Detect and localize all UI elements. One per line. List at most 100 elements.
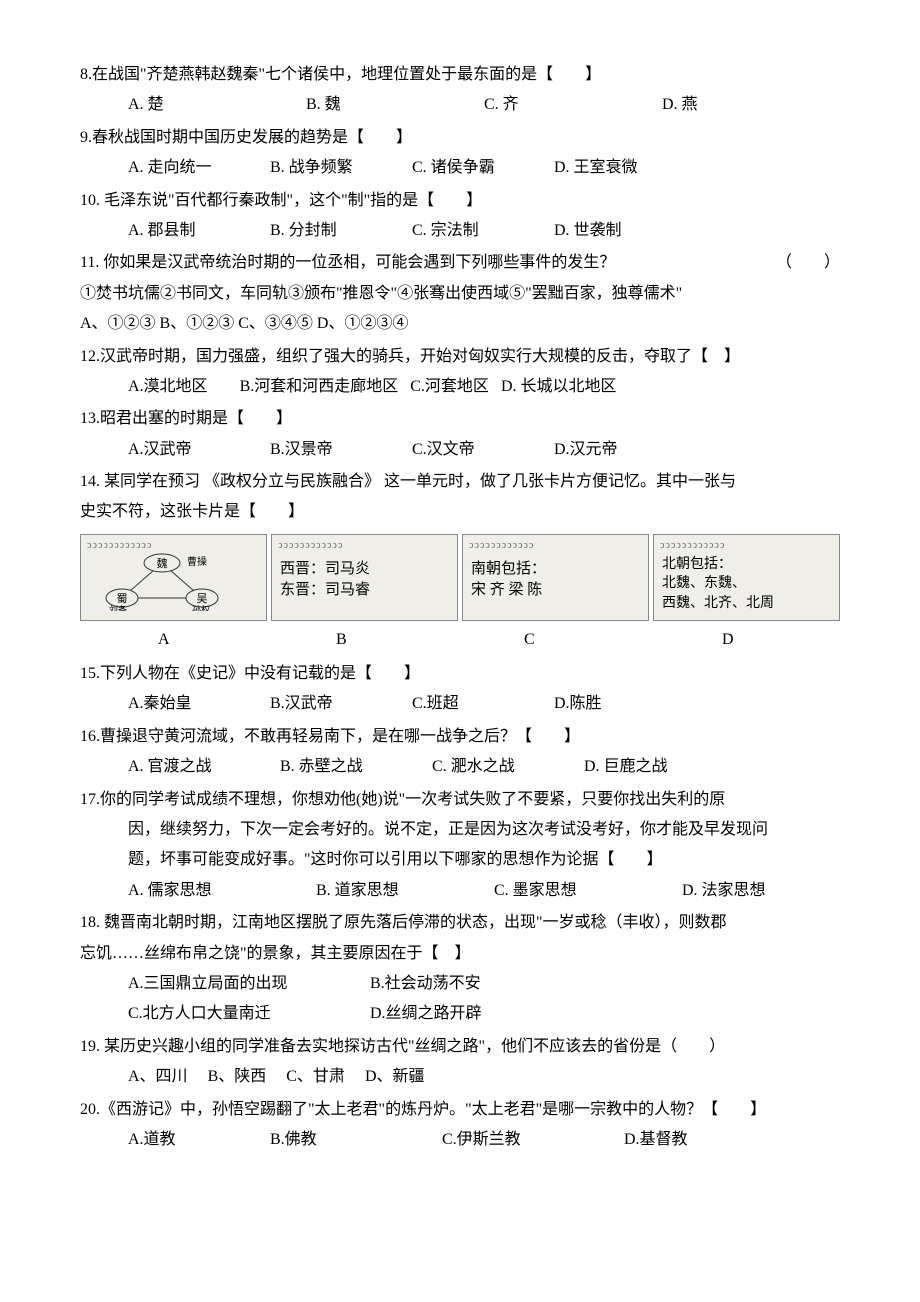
- q13-opt-c: C.汉文帝: [412, 435, 522, 465]
- q10-opt-d: D. 世袭制: [554, 216, 622, 246]
- question-19: 19. 某历史兴趣小组的同学准备去实地探访古代"丝绸之路"，他们不应该去的省份是…: [80, 1032, 840, 1093]
- q10-options: A. 郡县制 B. 分封制 C. 宗法制 D. 世袭制: [80, 216, 840, 246]
- question-14: 14. 某同学在预习 《政权分立与民族融合》 这一单元时，做了几张卡片方便记忆。…: [80, 467, 840, 655]
- question-13: 13.昭君出塞的时期是【 】 A.汉武帝 B.汉景帝 C.汉文帝 D.汉元帝: [80, 404, 840, 465]
- q18-text2: 忘饥……丝绵布帛之饶"的景象，其主要原因在于【 】: [80, 939, 840, 969]
- spiral-icon-d: ͻͻͻͻͻͻͻͻͻͻͻͻ: [660, 539, 833, 553]
- q18-text: 18. 魏晋南北朝时期，江南地区摆脱了原先落后停滞的状态，出现"一岁或稔（丰收）…: [80, 908, 840, 938]
- q8-opt-b: B. 魏: [306, 90, 436, 120]
- card-a-liubei: 刘备: [109, 604, 127, 611]
- card-a-caocao: 曹操: [187, 555, 207, 568]
- q14-text: 14. 某同学在预习 《政权分立与民族融合》 这一单元时，做了几张卡片方便记忆。…: [80, 467, 840, 497]
- card-d-l1: 北朝包括：: [662, 555, 831, 575]
- q11-opts: A、①②③ B、①②③ C、③④⑤ D、①②③④: [80, 309, 840, 339]
- question-9: 9.春秋战国时期中国历史发展的趋势是【 】 A. 走向统一 B. 战争频繁 C.…: [80, 123, 840, 184]
- triangle-diagram-icon: 魏 曹操 蜀 刘备 吴 孙权: [87, 553, 237, 611]
- q15-opt-a: A.秦始皇: [128, 689, 238, 719]
- q18-opt-b: B.社会动荡不安: [370, 969, 481, 999]
- q16-options: A. 官渡之战 B. 赤壁之战 C. 淝水之战 D. 巨鹿之战: [80, 752, 840, 782]
- q17-opt-a: A. 儒家思想: [128, 876, 268, 906]
- q13-opt-a: A.汉武帝: [128, 435, 238, 465]
- card-a-wei: 魏: [157, 556, 168, 570]
- question-8: 8.在战国"齐楚燕韩赵魏秦"七个诸侯中，地理位置处于最东面的是【 】 A. 楚 …: [80, 60, 840, 121]
- q8-opt-c: C. 齐: [484, 90, 614, 120]
- q10-opt-a: A. 郡县制: [128, 216, 238, 246]
- q19-opt-d: D、新疆: [365, 1062, 425, 1092]
- q19-opt-a: A、四川: [128, 1062, 188, 1092]
- card-b-l1: 西晋：司马炎: [280, 559, 449, 580]
- q8-opt-a: A. 楚: [128, 90, 258, 120]
- q17-text3: 题，坏事可能变成好事。"这时你可以引用以下哪家的思想作为论据【 】: [80, 845, 840, 875]
- q20-opt-d: D.基督教: [624, 1125, 688, 1155]
- card-d: ͻͻͻͻͻͻͻͻͻͻͻͻ 北朝包括： 北魏、东魏、 西魏、北齐、北周: [653, 534, 840, 621]
- card-label-b: B: [276, 625, 454, 655]
- question-20: 20.《西游记》中，孙悟空踢翻了"太上老君"的炼丹炉。"太上老君"是哪一宗教中的…: [80, 1095, 840, 1156]
- q12-text: 12.汉武帝时期，国力强盛，组织了强大的骑兵，开始对匈奴实行大规模的反击，夺取了…: [80, 342, 840, 372]
- q13-text: 13.昭君出塞的时期是【 】: [80, 404, 840, 434]
- q20-text: 20.《西游记》中，孙悟空踢翻了"太上老君"的炼丹炉。"太上老君"是哪一宗教中的…: [80, 1095, 840, 1125]
- question-16: 16.曹操退守黄河流域，不敢再轻易南下，是在哪一战争之后？【 】 A. 官渡之战…: [80, 722, 840, 783]
- q17-opt-b: B. 道家思想: [316, 876, 446, 906]
- q13-options: A.汉武帝 B.汉景帝 C.汉文帝 D.汉元帝: [80, 435, 840, 465]
- card-b: ͻͻͻͻͻͻͻͻͻͻͻͻ 西晋：司马炎 东晋：司马睿: [271, 534, 458, 621]
- q10-opt-c: C. 宗法制: [412, 216, 522, 246]
- spiral-icon: ͻͻͻͻͻͻͻͻͻͻͻͻ: [87, 539, 260, 553]
- q16-opt-c: C. 淝水之战: [432, 752, 552, 782]
- q20-opt-c: C.伊斯兰教: [442, 1125, 592, 1155]
- q18-opt-d: D.丝绸之路开辟: [370, 999, 482, 1029]
- q20-opt-a: A.道教: [128, 1125, 238, 1155]
- q18-opt-a: A.三国鼎立局面的出现: [128, 969, 338, 999]
- q15-opt-b: B.汉武帝: [270, 689, 380, 719]
- card-row: ͻͻͻͻͻͻͻͻͻͻͻͻ 魏 曹操 蜀 刘备 吴 孙权 ͻͻͻͻͻͻͻͻͻͻͻͻ…: [80, 534, 840, 621]
- question-17: 17.你的同学考试成绩不理想，你想劝他(她)说"一次考试失败了不要紧，只要你找出…: [80, 785, 840, 907]
- q18-opt-c: C.北方人口大量南迁: [128, 999, 338, 1029]
- q17-opt-c: C. 墨家思想: [494, 876, 634, 906]
- q8-text: 8.在战国"齐楚燕韩赵魏秦"七个诸侯中，地理位置处于最东面的是【 】: [80, 60, 840, 90]
- q10-opt-b: B. 分封制: [270, 216, 380, 246]
- q14-text2: 史实不符，这张卡片是【 】: [80, 497, 840, 527]
- q12-options: A.漠北地区 B.河套和河西走廊地区 C.河套地区 D. 长城以北地区: [80, 372, 840, 402]
- q12-opt-c: C.河套地区: [410, 372, 489, 402]
- card-d-l3: 西魏、北齐、北周: [662, 594, 831, 614]
- card-a-sunquan: 孙权: [192, 604, 210, 611]
- q15-opt-c: C.班超: [412, 689, 522, 719]
- spiral-icon-b: ͻͻͻͻͻͻͻͻͻͻͻͻ: [278, 539, 451, 553]
- q17-text2: 因，继续努力，下次一定会考好的。说不定，正是因为这次考试没考好，你才能及早发现问: [80, 815, 840, 845]
- q9-text: 9.春秋战国时期中国历史发展的趋势是【 】: [80, 123, 840, 153]
- q20-opt-b: B.佛教: [270, 1125, 410, 1155]
- card-c-l2: 宋 齐 梁 陈: [471, 580, 640, 601]
- spiral-icon-c: ͻͻͻͻͻͻͻͻͻͻͻͻ: [469, 539, 642, 553]
- card-c: ͻͻͻͻͻͻͻͻͻͻͻͻ 南朝包括： 宋 齐 梁 陈: [462, 534, 649, 621]
- q16-opt-b: B. 赤壁之战: [280, 752, 400, 782]
- card-b-l2: 东晋：司马睿: [280, 580, 449, 601]
- q11-paren: （ ）: [776, 248, 840, 278]
- q9-opt-d: D. 王室衰微: [554, 153, 638, 183]
- card-a-shu: 蜀: [117, 592, 128, 605]
- q11-line2: ①焚书坑儒②书同文，车同轨③颁布"推恩令"④张骞出使西域⑤"罢黜百家，独尊儒术": [80, 279, 840, 309]
- q19-options: A、四川 B、陕西 C、甘肃 D、新疆: [80, 1062, 840, 1092]
- q16-opt-a: A. 官渡之战: [128, 752, 248, 782]
- card-c-l1: 南朝包括：: [471, 559, 640, 580]
- q20-options: A.道教 B.佛教 C.伊斯兰教 D.基督教: [80, 1125, 840, 1155]
- card-label-a: A: [128, 625, 276, 655]
- q11-text: 11. 你如果是汉武帝统治时期的一位丞相，可能会遇到下列哪些事件的发生？: [80, 254, 615, 271]
- question-10: 10. 毛泽东说"百代都行秦政制"，这个"制"指的是【 】 A. 郡县制 B. …: [80, 186, 840, 247]
- card-a: ͻͻͻͻͻͻͻͻͻͻͻͻ 魏 曹操 蜀 刘备 吴 孙权: [80, 534, 267, 621]
- card-labels: A B C D: [80, 625, 840, 655]
- question-15: 15.下列人物在《史记》中没有记载的是【 】 A.秦始皇 B.汉武帝 C.班超 …: [80, 659, 840, 720]
- q8-opt-d: D. 燕: [662, 90, 698, 120]
- q9-opt-a: A. 走向统一: [128, 153, 238, 183]
- q9-opt-c: C. 诸侯争霸: [412, 153, 522, 183]
- q10-text: 10. 毛泽东说"百代都行秦政制"，这个"制"指的是【 】: [80, 186, 840, 216]
- q12-opt-b: B.河套和河西走廊地区: [240, 372, 399, 402]
- q17-text: 17.你的同学考试成绩不理想，你想劝他(她)说"一次考试失败了不要紧，只要你找出…: [80, 785, 840, 815]
- card-a-wu: 吴: [197, 592, 208, 605]
- question-11: 11. 你如果是汉武帝统治时期的一位丞相，可能会遇到下列哪些事件的发生？ （ ）…: [80, 248, 840, 339]
- card-d-l2: 北魏、东魏、: [662, 574, 831, 594]
- q12-opt-a: A.漠北地区: [128, 372, 208, 402]
- q12-opt-d: D. 长城以北地区: [501, 372, 617, 402]
- q18-options-row1: A.三国鼎立局面的出现 B.社会动荡不安: [80, 969, 840, 999]
- question-18: 18. 魏晋南北朝时期，江南地区摆脱了原先落后停滞的状态，出现"一岁或稔（丰收）…: [80, 908, 840, 1030]
- q13-opt-b: B.汉景帝: [270, 435, 380, 465]
- q17-options: A. 儒家思想 B. 道家思想 C. 墨家思想 D. 法家思想: [80, 876, 840, 906]
